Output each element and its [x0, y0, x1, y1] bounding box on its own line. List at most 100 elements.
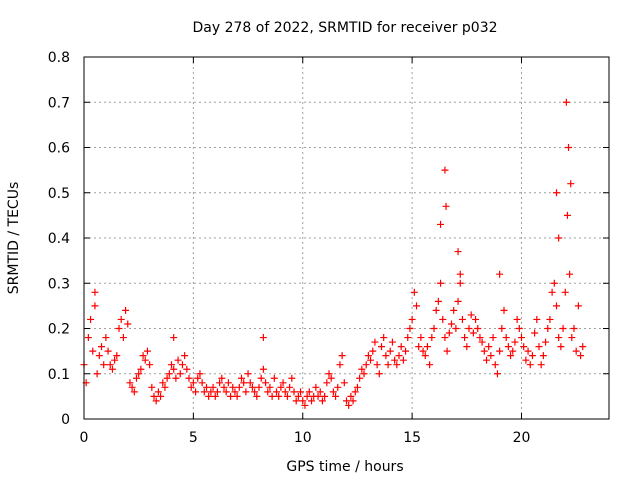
data-point — [213, 388, 221, 396]
data-point — [192, 388, 200, 396]
data-point — [343, 397, 350, 405]
data-point — [467, 311, 475, 319]
data-point — [406, 325, 414, 332]
data-point — [301, 401, 309, 409]
data-point — [248, 383, 256, 391]
y-tick-label: 0.2 — [48, 322, 70, 338]
data-point — [89, 347, 97, 355]
data-point — [567, 180, 575, 188]
data-point — [312, 383, 320, 391]
data-point — [98, 343, 105, 351]
data-point — [528, 352, 536, 360]
y-tick-label: 0.1 — [48, 367, 70, 383]
data-point — [450, 306, 458, 314]
data-point — [524, 347, 532, 355]
data-point — [124, 320, 132, 328]
data-point — [117, 315, 125, 323]
data-point — [478, 338, 486, 346]
data-point — [480, 347, 488, 355]
data-point — [382, 352, 390, 360]
data-point — [393, 361, 401, 369]
data-point — [548, 288, 556, 296]
data-point — [426, 361, 434, 369]
data-point — [419, 347, 427, 355]
data-point — [325, 370, 333, 378]
data-point — [157, 392, 165, 400]
data-point — [229, 383, 237, 391]
data-point — [218, 374, 226, 382]
data-point — [572, 347, 580, 355]
data-point — [388, 338, 396, 346]
data-point — [126, 379, 134, 387]
data-point — [207, 388, 215, 396]
data-point — [139, 352, 147, 360]
data-point — [515, 325, 523, 332]
data-point — [170, 334, 178, 342]
data-point — [231, 388, 239, 396]
data-point — [141, 356, 149, 364]
data-point — [251, 388, 259, 396]
x-tick-label: 5 — [189, 430, 198, 446]
data-point — [544, 325, 552, 332]
data-point — [351, 388, 359, 396]
data-point — [413, 302, 420, 310]
data-point — [555, 234, 563, 242]
data-point — [349, 397, 357, 405]
data-point — [531, 329, 539, 337]
data-point — [266, 383, 274, 391]
data-point — [113, 352, 121, 360]
data-point — [87, 315, 95, 323]
data-point — [323, 379, 331, 387]
data-point — [244, 370, 252, 378]
tick-labels: 0 5 10 15 20 0 0.1 0.2 0.3 0.4 0.5 0.6 0.7 0.8 — [48, 50, 531, 446]
data-point — [402, 347, 410, 355]
data-point — [238, 374, 245, 382]
chart-title: Day 278 of 2022, SRMTID for receiver p03… — [192, 20, 497, 36]
data-point — [327, 374, 335, 382]
data-point — [216, 379, 224, 387]
data-point — [152, 397, 160, 405]
data-point — [163, 374, 171, 382]
data-point — [472, 315, 480, 323]
data-point — [279, 379, 287, 387]
data-point — [423, 343, 431, 351]
data-point — [539, 352, 547, 360]
data-point — [283, 392, 291, 400]
data-point — [270, 374, 278, 382]
data-point — [371, 338, 379, 346]
data-point — [196, 370, 204, 378]
data-point — [268, 392, 276, 400]
data-point — [290, 388, 298, 396]
data-point — [395, 352, 403, 360]
data-point — [570, 325, 578, 332]
data-point — [185, 374, 193, 382]
data-point — [246, 379, 254, 387]
data-point — [375, 370, 383, 378]
data-point — [441, 166, 449, 174]
data-point — [240, 379, 248, 387]
data-point — [203, 383, 210, 391]
data-point — [275, 392, 283, 400]
data-point — [148, 383, 156, 391]
data-point — [469, 329, 477, 337]
data-point — [316, 388, 324, 396]
data-point — [336, 361, 344, 369]
data-point — [200, 388, 208, 396]
data-point — [187, 383, 195, 391]
grid-lines — [84, 57, 609, 419]
data-series-srmtid — [80, 98, 587, 409]
data-point — [209, 383, 217, 391]
data-point — [500, 306, 508, 314]
data-point — [297, 388, 305, 396]
data-point — [404, 334, 412, 342]
data-point — [170, 365, 178, 373]
data-point — [257, 374, 265, 382]
data-point — [568, 334, 576, 342]
data-point — [321, 392, 329, 400]
data-point — [386, 347, 394, 355]
data-point — [520, 343, 528, 351]
data-point — [303, 392, 311, 400]
y-tick-label: 0.5 — [48, 186, 70, 202]
data-point — [84, 334, 92, 342]
